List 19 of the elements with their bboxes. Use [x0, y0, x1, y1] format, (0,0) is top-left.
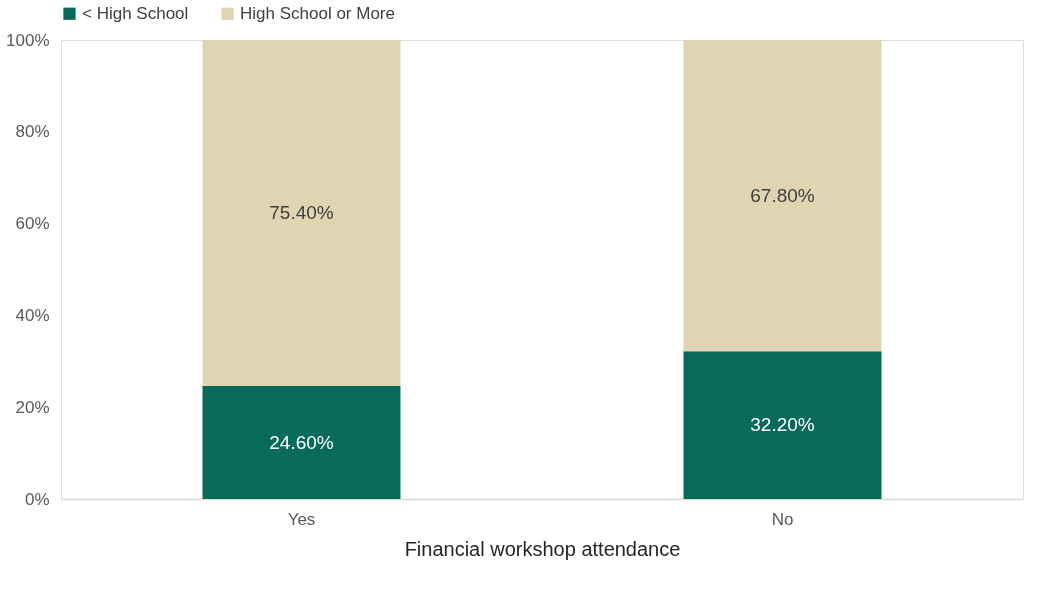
bar	[683, 351, 882, 499]
x-tick-label: No	[771, 509, 794, 529]
data-label: 67.80%	[750, 184, 815, 206]
y-tick-label: 0%	[24, 489, 50, 509]
legend-label: High School or More	[240, 3, 395, 23]
data-label: 32.20%	[750, 414, 815, 436]
y-tick-label: 40%	[15, 305, 50, 325]
y-tick-label: 60%	[15, 214, 50, 234]
data-label: 75.40%	[269, 202, 334, 224]
bar	[683, 40, 882, 352]
data-label: 24.60%	[269, 431, 334, 453]
bar	[202, 40, 401, 387]
legend-label: < High School	[82, 3, 189, 23]
y-tick-label: 80%	[15, 122, 50, 142]
bar	[202, 386, 401, 499]
x-tick-label: Yes	[287, 509, 316, 529]
y-tick-label: 20%	[15, 397, 50, 417]
y-tick-label: 100%	[6, 30, 50, 50]
x-axis-title: Financial workshop attendance	[404, 537, 681, 560]
